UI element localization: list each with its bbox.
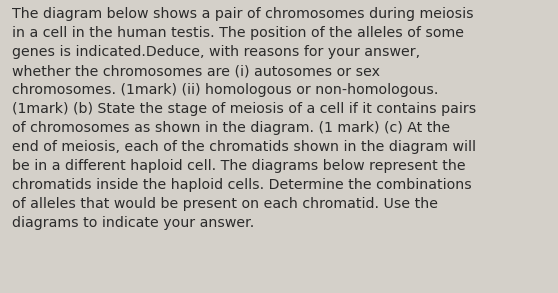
Text: The diagram below shows a pair of chromosomes during meiosis
in a cell in the hu: The diagram below shows a pair of chromo… [12,7,477,230]
